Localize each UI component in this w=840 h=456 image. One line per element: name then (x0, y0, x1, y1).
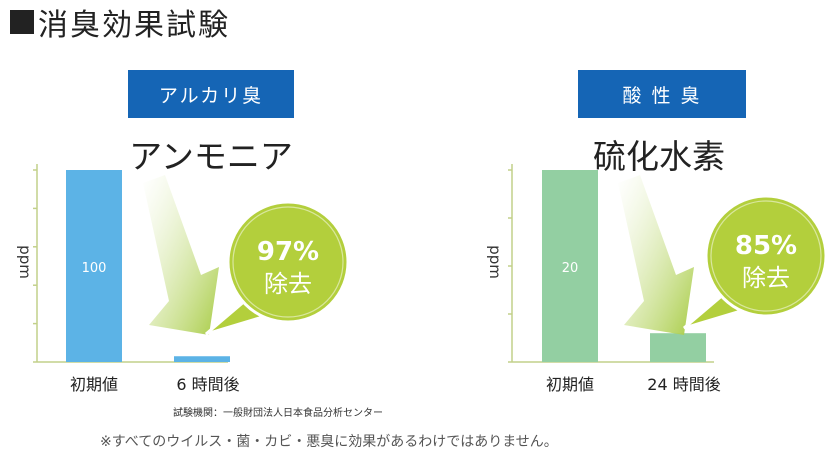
callout-text: 除去 (742, 264, 790, 292)
y-axis-label: ppm (16, 245, 34, 279)
x-tick-label: 初期値 (546, 375, 594, 394)
bar-initial (66, 170, 122, 362)
decrease-arrow-icon (618, 175, 694, 335)
callout-percent: 85% (735, 231, 797, 261)
decrease-arrow-icon (143, 175, 219, 335)
callout-inner-ring (232, 206, 344, 318)
y-axis-label: ppm (486, 245, 504, 279)
x-tick-label: 初期値 (70, 375, 118, 394)
bar-after (650, 333, 706, 362)
badge-alkaline-odor: アルカリ臭 (128, 70, 294, 118)
square-bullet-icon (10, 10, 34, 34)
page-title: 消臭効果試験 (38, 8, 230, 43)
badge-acidic-odor: 酸 性 臭 (578, 70, 746, 118)
page-heading: 消臭効果試験 (10, 2, 230, 43)
callout-bubble (704, 194, 828, 318)
chart-title-ammonia: アンモニア (129, 137, 293, 176)
bar-after (174, 356, 230, 362)
chart-hydrogen-sulfide: ppm 20 初期値 24 時間後 85% 除去 (486, 164, 828, 394)
bar-initial (542, 170, 598, 362)
callout-percent: 97% (257, 237, 319, 267)
bar-data-label: 20 (562, 261, 579, 276)
callout-inner-ring (710, 200, 822, 312)
disclaimer-note: ※すべてのウイルス・菌・カビ・悪臭に効果があるわけではありません。 (100, 434, 558, 450)
x-tick-label: 24 時間後 (647, 375, 720, 394)
callout-bubble (226, 200, 350, 324)
x-tick-label: 6 時間後 (176, 375, 239, 394)
bar-data-label: 100 (82, 261, 107, 276)
chart-title-hydrogen-sulfide: 硫化水素 (593, 137, 725, 176)
callout-text: 除去 (264, 270, 312, 298)
test-organization-note: 試験機関：一般財団法人日本食品分析センター (173, 408, 383, 419)
chart-ammonia: ppm 100 初期値 6 時間後 97% 除去 (16, 164, 350, 394)
